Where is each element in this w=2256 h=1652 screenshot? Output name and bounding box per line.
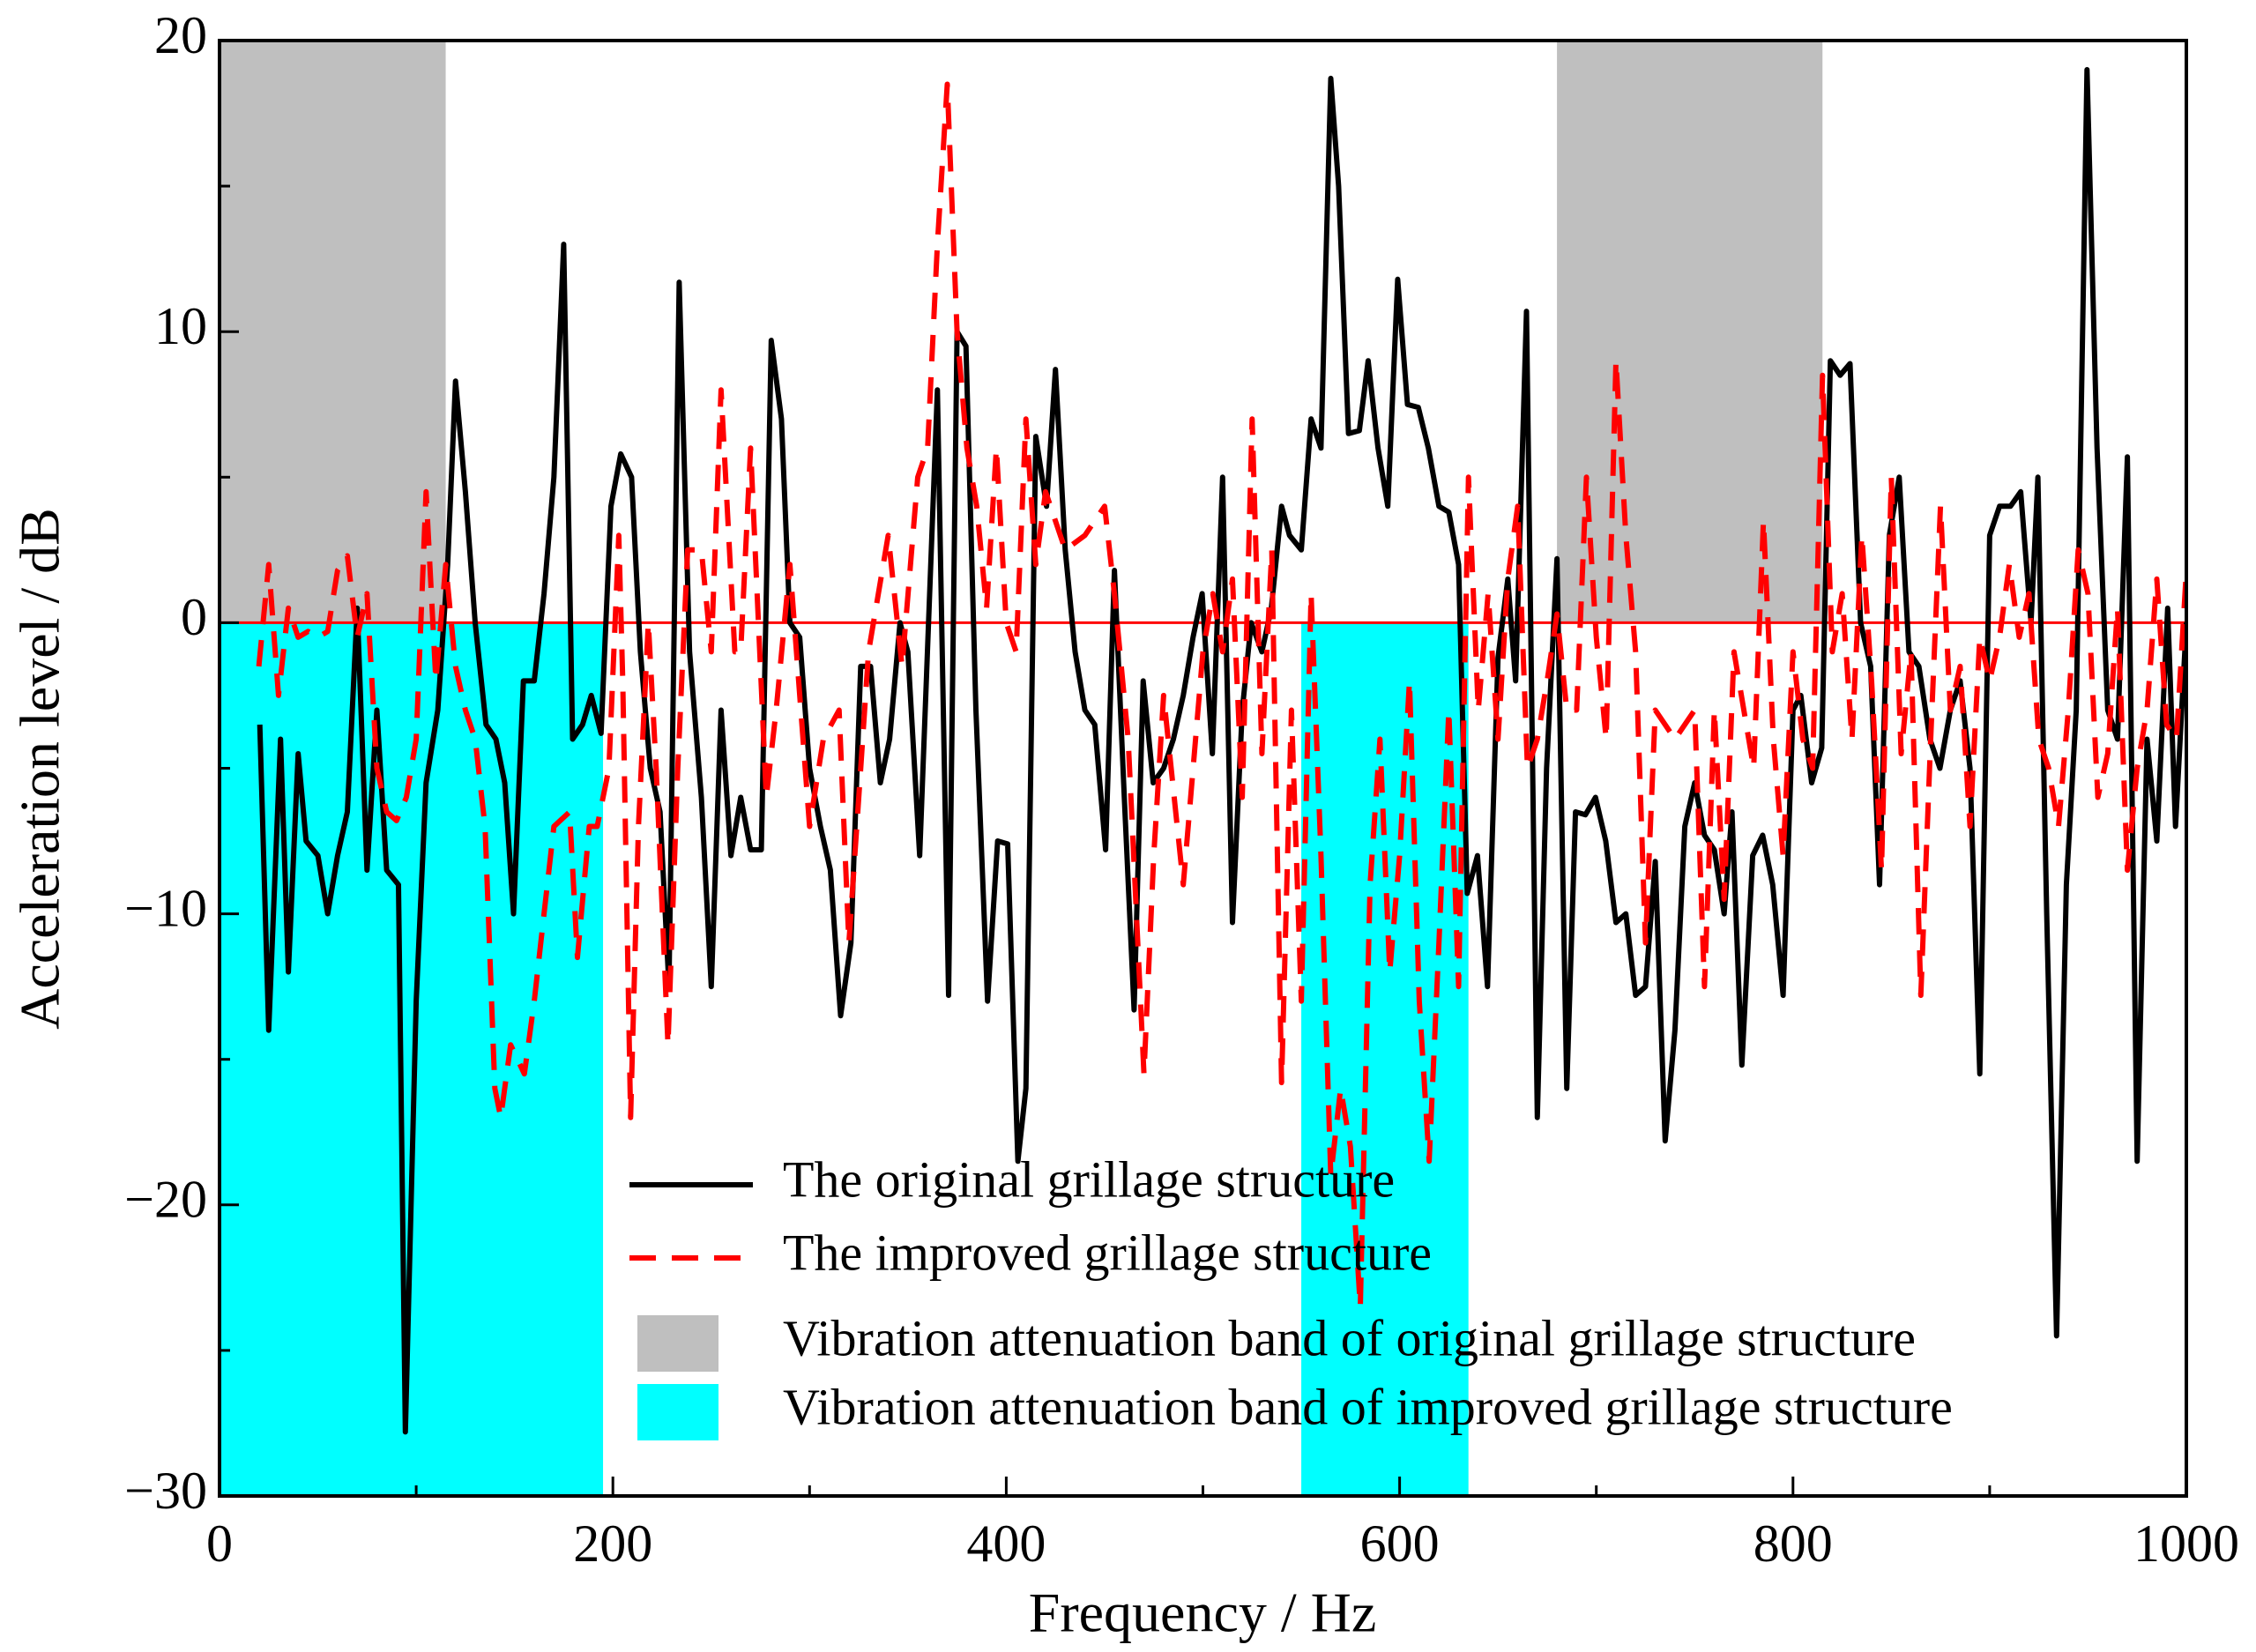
legend-swatch: [637, 1384, 718, 1440]
x-tick-label: 0: [206, 1514, 233, 1573]
y-tick-label: −20: [124, 1171, 207, 1229]
series-line: [256, 81, 2186, 1310]
attenuation-band: [220, 41, 446, 623]
legend-label: The improved grillage structure: [783, 1224, 1432, 1281]
x-tick-label: 600: [1360, 1514, 1440, 1573]
legend-swatch: [637, 1315, 718, 1372]
legend-label: Vibration attenuation band of original g…: [783, 1309, 1916, 1366]
y-tick-label: 0: [181, 588, 207, 646]
series-line: [257, 67, 2186, 1435]
attenuation-band: [1557, 41, 1823, 623]
x-axis-label: Frequency / Hz: [1029, 1581, 1377, 1644]
x-tick-label: 400: [966, 1514, 1046, 1573]
y-axis-label: Acceleration level / dB: [9, 508, 71, 1030]
y-tick-label: −30: [124, 1462, 207, 1520]
x-tick-label: 1000: [2133, 1514, 2239, 1573]
y-tick-label: −10: [124, 879, 207, 937]
legend-label: The original grillage structure: [783, 1150, 1395, 1208]
x-tick-label: 800: [1753, 1514, 1833, 1573]
y-tick-label: 20: [154, 6, 207, 64]
legend-label: Vibration attenuation band of improved g…: [783, 1378, 1953, 1435]
attenuation-band: [1301, 622, 1469, 1496]
x-tick-label: 200: [573, 1514, 652, 1573]
y-tick-label: 10: [154, 297, 207, 355]
